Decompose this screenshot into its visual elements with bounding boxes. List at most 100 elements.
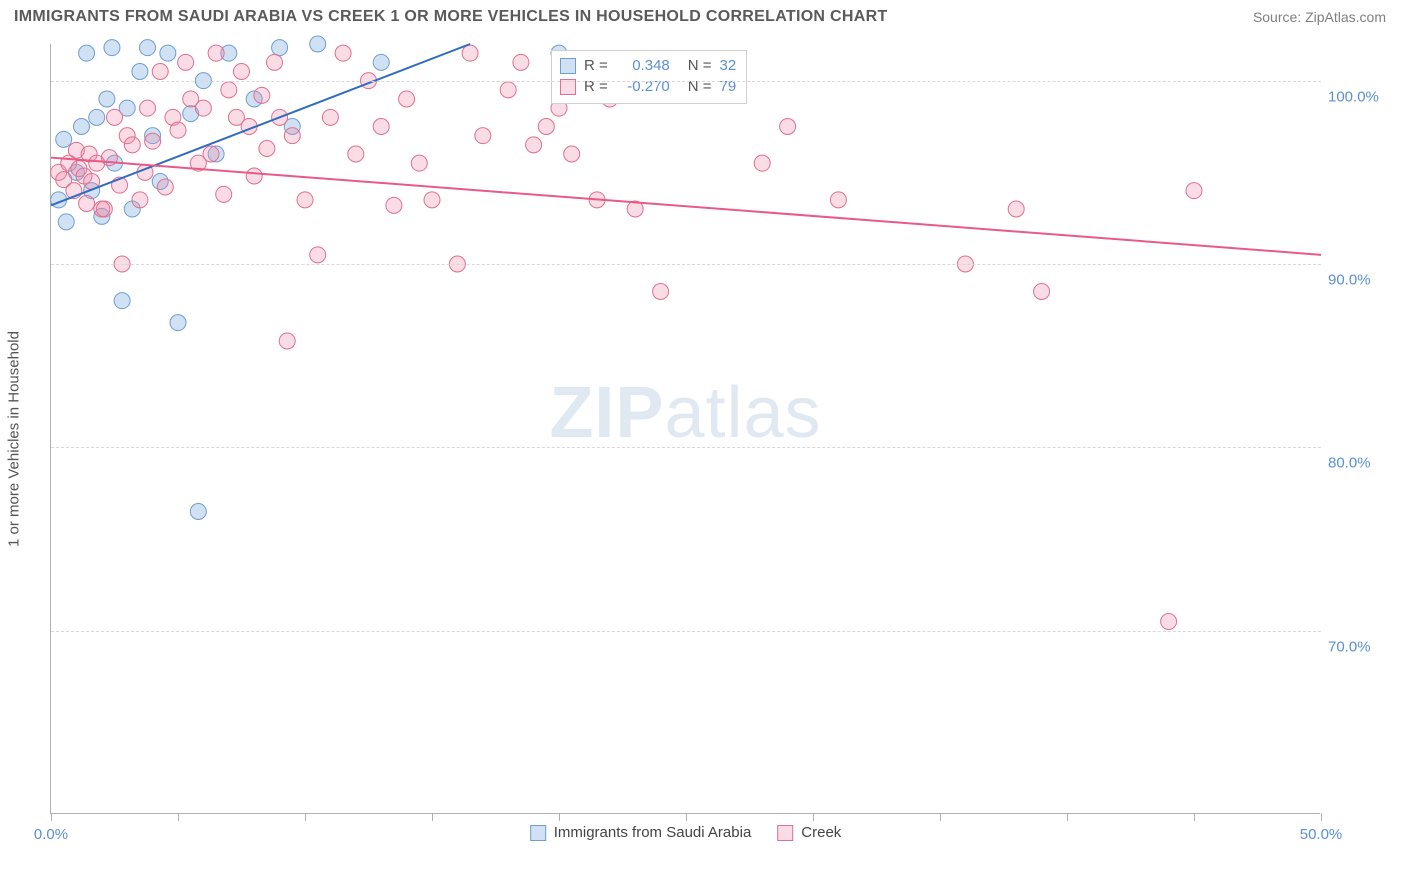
legend-bottom-item: Creek	[777, 824, 841, 841]
scatter-point	[564, 146, 580, 162]
scatter-point	[79, 45, 95, 61]
scatter-point	[79, 196, 95, 212]
n-value: 79	[720, 76, 737, 97]
scatter-point	[513, 54, 529, 70]
scatter-point	[114, 293, 130, 309]
r-value: 0.348	[616, 55, 670, 76]
scatter-point	[348, 146, 364, 162]
xtick	[51, 813, 52, 821]
chart-title: IMMIGRANTS FROM SAUDI ARABIA VS CREEK 1 …	[14, 8, 888, 26]
ytick-label: 100.0%	[1328, 88, 1388, 105]
xtick	[1067, 813, 1068, 821]
scatter-point	[178, 54, 194, 70]
scatter-point	[754, 155, 770, 171]
gridline-h	[51, 447, 1321, 448]
scatter-point	[272, 40, 288, 56]
scatter-point	[89, 109, 105, 125]
scatter-point	[99, 91, 115, 107]
scatter-point	[234, 64, 250, 80]
legend-bottom: Immigrants from Saudi Arabia Creek	[530, 824, 842, 841]
legend-swatch	[530, 825, 546, 841]
scatter-point	[267, 54, 283, 70]
r-label: R =	[584, 76, 608, 97]
scatter-point	[132, 192, 148, 208]
legend-bottom-item: Immigrants from Saudi Arabia	[530, 824, 752, 841]
scatter-point	[104, 40, 120, 56]
gridline-h	[51, 631, 1321, 632]
xtick	[178, 813, 179, 821]
xtick	[559, 813, 560, 821]
scatter-point	[152, 64, 168, 80]
scatter-point	[96, 201, 112, 217]
n-label: N =	[688, 76, 712, 97]
scatter-point	[500, 82, 516, 98]
scatter-point	[297, 192, 313, 208]
r-label: R =	[584, 55, 608, 76]
ytick-label: 90.0%	[1328, 272, 1388, 289]
scatter-point	[1161, 614, 1177, 630]
scatter-point	[830, 192, 846, 208]
scatter-point	[195, 100, 211, 116]
scatter-point	[1186, 183, 1202, 199]
legend-swatch	[560, 58, 576, 74]
scatter-point	[58, 214, 74, 230]
plot-wrap: 1 or more Vehicles in Household ZIPatlas…	[50, 44, 1390, 834]
ytick-label: 70.0%	[1328, 638, 1388, 655]
scatter-point	[124, 137, 140, 153]
legend-inset-row: R = -0.270 N = 79	[560, 76, 736, 97]
scatter-point	[373, 119, 389, 135]
plot-area: ZIPatlas R =0.348N =32R =-0.270N =79 Imm…	[50, 44, 1320, 814]
ytick-label: 80.0%	[1328, 455, 1388, 472]
scatter-point	[780, 119, 796, 135]
scatter-point	[424, 192, 440, 208]
xtick-label: 50.0%	[1300, 826, 1343, 843]
scatter-point	[216, 186, 232, 202]
scatter-point	[279, 333, 295, 349]
scatter-point	[399, 91, 415, 107]
n-label: N =	[688, 55, 712, 76]
scatter-point	[653, 284, 669, 300]
scatter-point	[107, 109, 123, 125]
scatter-point	[208, 45, 224, 61]
scatter-point	[140, 40, 156, 56]
xtick	[686, 813, 687, 821]
legend-inset-row: R = 0.348 N = 32	[560, 55, 736, 76]
xtick	[1321, 813, 1322, 821]
legend-bottom-label: Immigrants from Saudi Arabia	[554, 824, 752, 841]
scatter-point	[284, 128, 300, 144]
xtick	[305, 813, 306, 821]
scatter-point	[203, 146, 219, 162]
scatter-point	[246, 168, 262, 184]
scatter-point	[526, 137, 542, 153]
scatter-point	[190, 504, 206, 520]
y-axis-label: 1 or more Vehicles in Household	[6, 331, 23, 547]
trend-line	[51, 158, 1321, 255]
scatter-point	[310, 247, 326, 263]
legend-bottom-label: Creek	[801, 824, 841, 841]
scatter-point	[160, 45, 176, 61]
scatter-point	[145, 133, 161, 149]
gridline-h	[51, 81, 1321, 82]
xtick	[1194, 813, 1195, 821]
n-value: 32	[720, 55, 737, 76]
xtick	[940, 813, 941, 821]
scatter-point	[462, 45, 478, 61]
title-bar: IMMIGRANTS FROM SAUDI ARABIA VS CREEK 1 …	[0, 0, 1406, 30]
gridline-h	[51, 264, 1321, 265]
scatter-point	[221, 82, 237, 98]
xtick	[432, 813, 433, 821]
scatter-point	[56, 131, 72, 147]
scatter-point	[170, 315, 186, 331]
scatter-point	[310, 36, 326, 52]
scatter-point	[322, 109, 338, 125]
r-value: -0.270	[616, 76, 670, 97]
scatter-point	[373, 54, 389, 70]
scatter-point	[254, 87, 270, 103]
scatter-point	[386, 197, 402, 213]
scatter-point	[475, 128, 491, 144]
scatter-point	[538, 119, 554, 135]
scatter-point	[140, 100, 156, 116]
scatter-point	[1008, 201, 1024, 217]
scatter-svg	[51, 44, 1321, 814]
scatter-point	[411, 155, 427, 171]
